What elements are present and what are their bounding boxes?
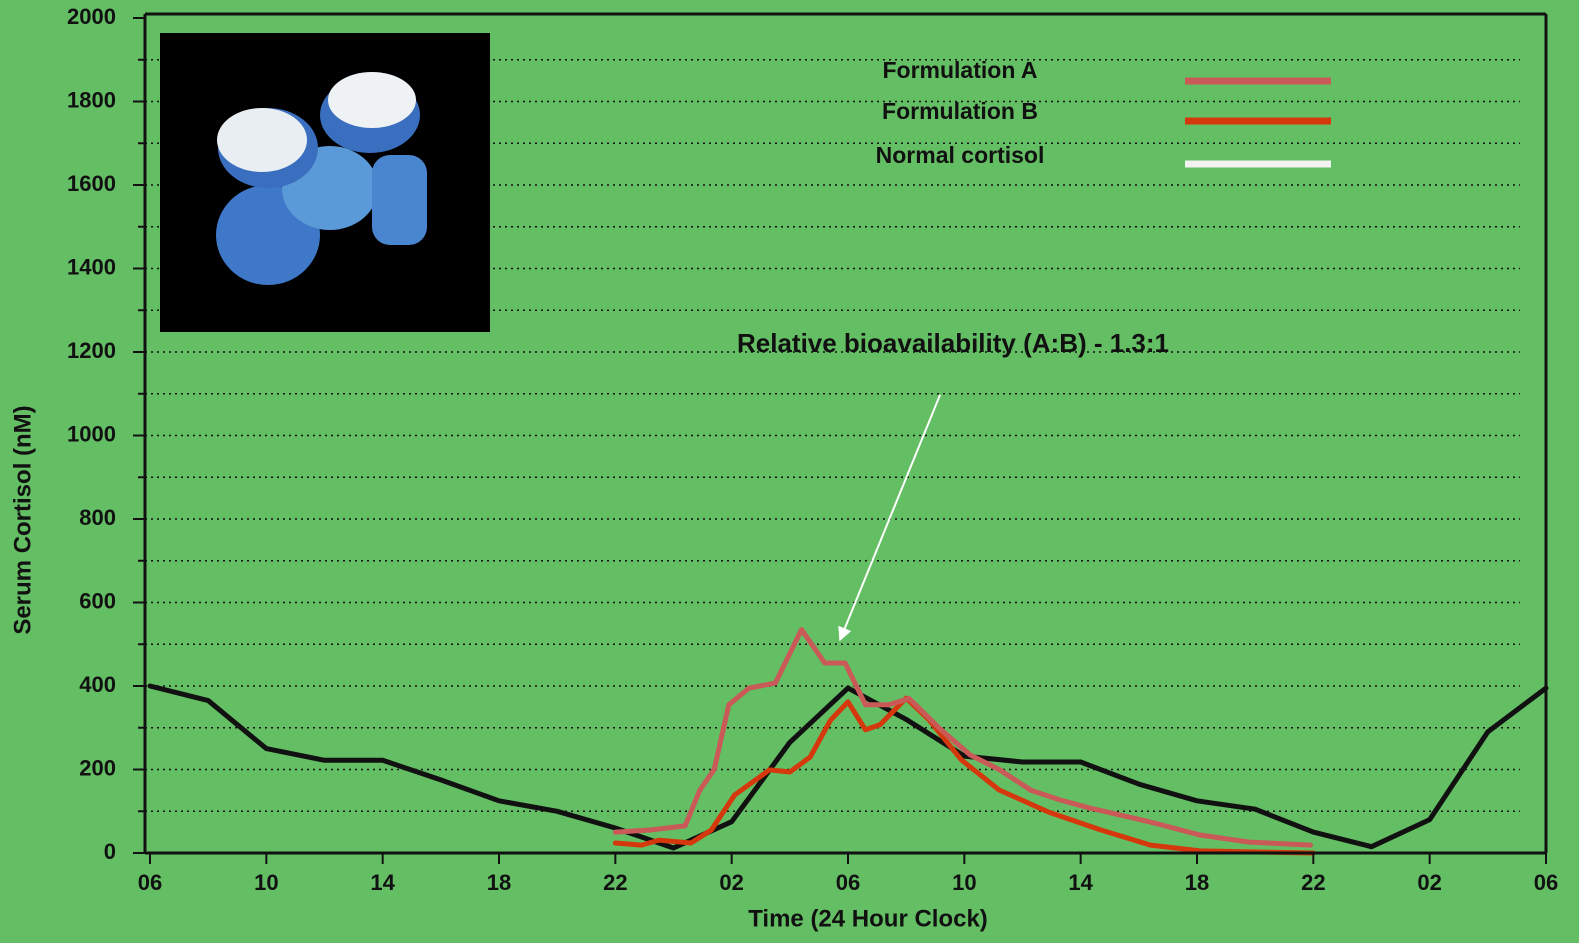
inset-photo xyxy=(160,33,490,332)
y-tick-label: 1600 xyxy=(67,171,116,196)
y-tick-label: 800 xyxy=(79,505,116,530)
x-tick-label: 18 xyxy=(1185,870,1209,895)
y-tick-label: 1200 xyxy=(67,338,116,363)
x-tick-label: 06 xyxy=(836,870,860,895)
x-tick-label: 06 xyxy=(138,870,162,895)
x-tick-label: 18 xyxy=(487,870,511,895)
series-line xyxy=(612,695,1316,856)
x-tick-label: 02 xyxy=(1417,870,1441,895)
x-tick-label: 14 xyxy=(1068,870,1093,895)
y-tick-label: 1400 xyxy=(67,254,116,279)
y-tick-label: 1800 xyxy=(67,87,116,112)
y-tick-label: 2000 xyxy=(67,4,116,29)
series-line xyxy=(612,627,1313,848)
y-tick-label: 0 xyxy=(104,839,116,864)
x-tick-label: 22 xyxy=(1301,870,1325,895)
y-tick-label: 200 xyxy=(79,755,116,780)
y-tick-label: 600 xyxy=(79,588,116,613)
legend-label: Normal cortisol xyxy=(876,142,1045,168)
x-tick-label: 14 xyxy=(370,870,395,895)
x-tick-label: 02 xyxy=(719,870,743,895)
y-tick-label: 400 xyxy=(79,672,116,697)
legend-label: Formulation B xyxy=(882,98,1038,124)
annotation-arrow xyxy=(838,394,941,642)
tablet xyxy=(372,155,427,245)
plot xyxy=(147,627,1549,856)
tablet-top xyxy=(328,72,416,128)
x-tick-label: 10 xyxy=(952,870,976,895)
series-line xyxy=(147,683,1549,851)
x-axis-title: Time (24 Hour Clock) xyxy=(748,905,988,932)
x-tick-label: 22 xyxy=(603,870,627,895)
legend-label: Formulation A xyxy=(882,57,1037,83)
legend: Formulation A Formulation B Normal cortiso… xyxy=(876,57,1331,168)
annotation: Relative bioavailability (A:B) - 1.3:1 xyxy=(737,328,1169,358)
y-tick-label: 1000 xyxy=(67,421,116,446)
x-tick-label: 06 xyxy=(1534,870,1558,895)
tablet-top xyxy=(217,108,307,172)
y-axis-title: Serum Cortisol (nM) xyxy=(9,405,36,634)
x-tick-label: 10 xyxy=(254,870,278,895)
